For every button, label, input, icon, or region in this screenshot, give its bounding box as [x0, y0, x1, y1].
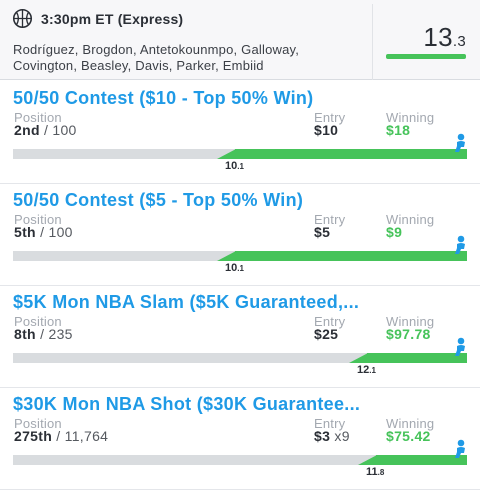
standings-bar-wedge	[217, 149, 236, 159]
position-rank: 8th	[14, 326, 36, 342]
cutoff-score-label: 11.8	[366, 466, 384, 478]
contest-card[interactable]: $30K Mon NBA Shot ($30K Guarantee... Pos…	[0, 388, 480, 490]
standings-bar-winning-zone	[376, 455, 467, 465]
lineup-players: Rodríguez, Brogdon, Antetokounmpo, Gallo…	[13, 42, 363, 74]
entry-value: $10	[314, 122, 338, 138]
basketball-icon	[12, 8, 33, 29]
cutoff-score-dec: .8	[377, 468, 385, 477]
position-value: 8th / 235	[14, 326, 73, 342]
entry-fee: $25	[314, 326, 339, 342]
entry-fee: $3	[314, 428, 331, 444]
entry-value: $5	[314, 224, 330, 240]
cutoff-score-label: 10.1	[225, 160, 244, 172]
position-rank: 2nd	[14, 122, 40, 138]
user-position-icon	[455, 439, 465, 458]
winning-label: Winning	[386, 314, 435, 329]
standings-bar-track	[13, 353, 467, 363]
winning-value: $18	[386, 122, 411, 138]
user-position-icon	[455, 235, 465, 254]
winning-label: Winning	[386, 110, 435, 125]
contest-card[interactable]: 50/50 Contest ($10 - Top 50% Win) Positi…	[0, 82, 480, 184]
position-value: 275th / 11,764	[14, 428, 108, 444]
winning-value: $97.78	[386, 326, 431, 342]
position-label: Position	[14, 212, 62, 227]
entry-label: Entry	[314, 212, 346, 227]
position-rank: 275th	[14, 428, 53, 444]
lineup-players-line: Covington, Beasley, Davis, Parker, Embii…	[13, 58, 264, 73]
entry-fee: $5	[314, 224, 331, 240]
cutoff-score-label: 10.1	[225, 262, 244, 274]
position-total: / 100	[44, 122, 77, 138]
entry-multiplier: x9	[334, 428, 350, 444]
winning-label: Winning	[386, 212, 435, 227]
position-label: Position	[14, 110, 62, 125]
standings-bar-winning-zone	[367, 353, 467, 363]
position-value: 5th / 100	[14, 224, 73, 240]
position-label: Position	[14, 314, 62, 329]
contest-title[interactable]: 50/50 Contest ($10 - Top 50% Win)	[13, 88, 314, 108]
winning-value: $9	[386, 224, 403, 240]
divider	[372, 4, 373, 80]
standings-bar-wedge	[358, 455, 377, 465]
winning-label: Winning	[386, 416, 435, 431]
user-position-icon	[455, 133, 465, 152]
cutoff-score-int: 10	[225, 262, 238, 274]
entry-label: Entry	[314, 314, 346, 329]
user-position-icon	[455, 337, 465, 356]
standings-bar-winning-zone	[235, 251, 467, 261]
winning-value: $75.42	[386, 428, 431, 444]
game-time: 3:30pm ET (Express)	[41, 11, 184, 27]
cutoff-score-int: 11	[366, 466, 378, 478]
entry-value: $3 x9	[314, 428, 350, 444]
cutoff-score-dec: .1	[237, 162, 244, 171]
position-rank: 5th	[14, 224, 36, 240]
position-total: / 100	[40, 224, 73, 240]
lineup-players-line: Rodríguez, Brogdon, Antetokounmpo, Gallo…	[13, 42, 300, 57]
contest-title[interactable]: 50/50 Contest ($5 - Top 50% Win)	[13, 190, 304, 210]
entry-fee: $10	[314, 122, 339, 138]
cutoff-score-int: 10	[225, 160, 238, 172]
score-integer: 13	[423, 22, 453, 52]
entry-label: Entry	[314, 416, 346, 431]
position-total: / 235	[40, 326, 73, 342]
position-total: / 11,764	[56, 428, 109, 444]
standings-bar-wedge	[217, 251, 236, 261]
score-bar	[386, 54, 466, 59]
entry-value: $25	[314, 326, 338, 342]
entry-label: Entry	[314, 110, 346, 125]
contest-card[interactable]: 50/50 Contest ($5 - Top 50% Win) Positio…	[0, 184, 480, 286]
position-value: 2nd / 100	[14, 122, 77, 138]
standings-bar-wedge	[349, 353, 368, 363]
score-decimal: .3	[452, 33, 466, 50]
contest-title[interactable]: $5K Mon NBA Slam ($5K Guaranteed,...	[13, 292, 360, 312]
cutoff-score-int: 12	[357, 364, 370, 376]
contest-card[interactable]: $5K Mon NBA Slam ($5K Guaranteed,... Pos…	[0, 286, 480, 388]
cutoff-score-label: 12.1	[357, 364, 376, 376]
standings-bar-track	[13, 455, 467, 465]
lineup-score: 13.3	[423, 22, 466, 53]
position-label: Position	[14, 416, 62, 431]
game-header[interactable]: 3:30pm ET (Express) Rodríguez, Brogdon, …	[0, 0, 480, 80]
cutoff-score-dec: .1	[237, 264, 244, 273]
contest-title[interactable]: $30K Mon NBA Shot ($30K Guarantee...	[13, 394, 361, 414]
standings-bar-winning-zone	[235, 149, 467, 159]
cutoff-score-dec: .1	[369, 366, 376, 375]
